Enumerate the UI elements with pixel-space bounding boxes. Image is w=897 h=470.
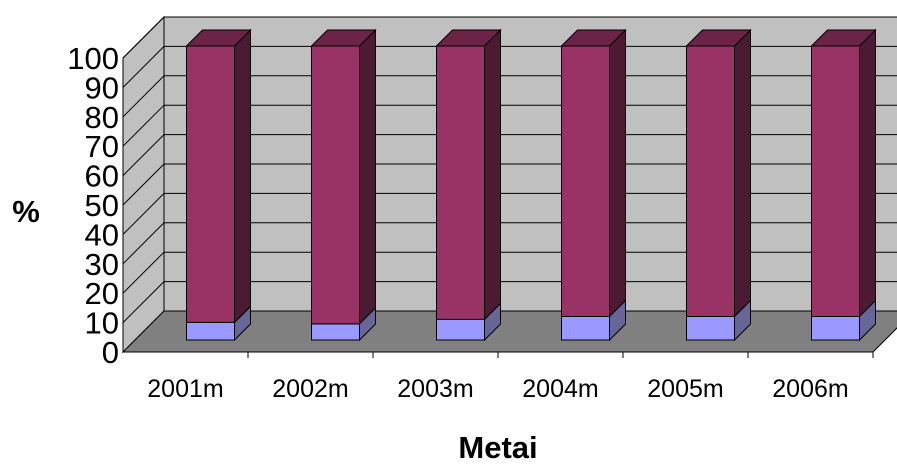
x-category-label: 2004m [522,375,598,403]
y-tick-label: 40 [85,217,119,252]
y-tick-label: 30 [85,247,119,282]
gridline [122,75,897,118]
bar-top [810,29,877,47]
bar-top [685,29,752,47]
bar-segment [186,321,235,341]
gridline [122,16,897,59]
bar-top [185,29,252,47]
bar-segment [561,45,610,317]
x-category-label: 2002m [272,375,348,403]
bar-top [310,29,377,47]
bar-segment [311,323,360,341]
gridline [122,281,897,323]
gridline [122,192,897,235]
x-axis-title: Metai [458,430,537,465]
gridline [122,134,897,176]
y-axis-title: % [12,194,40,229]
y-tick-label: 10 [85,306,119,341]
x-category-labels: 2001m 2002m 2003m 2004m 2005m 2006m [123,351,874,403]
y-tick-label: 90 [85,70,119,105]
y-tick-label: 50 [85,188,119,223]
bar-segment [811,45,860,317]
gridlines [122,16,897,352]
gridline [122,251,897,294]
bar-segment [811,315,860,341]
x-category-label: 2001m [147,375,223,403]
y-tick-label: 0 [102,335,119,370]
bar-segment [436,45,485,320]
bar-segment [686,315,735,341]
y-tick-label: 70 [85,129,119,164]
gridline [122,45,897,88]
bar-side [734,28,751,318]
gridline [122,104,897,147]
y-tick-label: 60 [85,159,119,194]
bar-top [560,29,627,47]
bar-segment [311,45,360,325]
gridline [122,222,897,265]
x-category-label: 2005m [647,375,723,403]
y-tick-label: 100 [67,41,119,76]
bar-segment [186,45,235,323]
bar-side [234,28,251,324]
bar-segment [686,45,735,317]
bar-segment [561,315,610,341]
bar-side [484,28,501,321]
bar-side [859,28,876,318]
bar-side [609,28,626,318]
bar-segment [436,318,485,341]
y-tick-label: 80 [85,100,119,135]
bars [185,28,877,342]
bar-top [435,29,502,47]
x-category-label: 2006m [772,375,848,403]
y-tick-label: 20 [85,276,119,311]
x-category-label: 2003m [397,375,473,403]
bar-side [359,28,376,326]
gridline [122,163,897,206]
